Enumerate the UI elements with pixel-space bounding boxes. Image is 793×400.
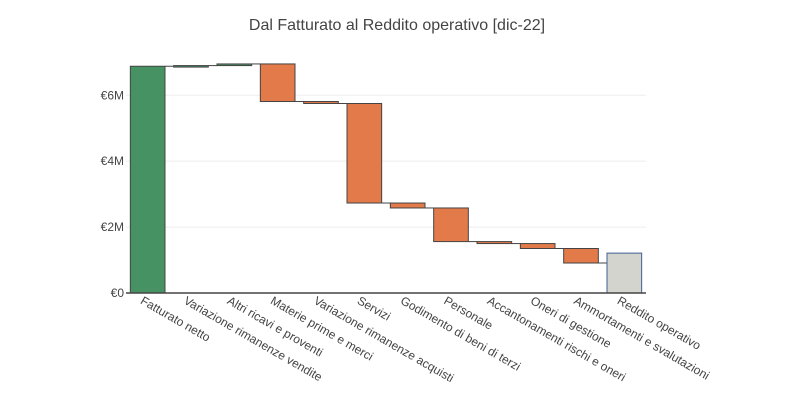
bar-variazione-rimanenze-vendite bbox=[173, 65, 209, 68]
bar-ammortamenti-e-svalutazioni bbox=[563, 248, 599, 264]
bar-godimento-di-beni-di-terzi bbox=[389, 202, 426, 209]
bar-accantonamenti-rischi-e-oneri bbox=[476, 241, 513, 245]
y-tick-label: €6M bbox=[101, 88, 124, 102]
y-tick-label: €4M bbox=[101, 154, 124, 168]
connector-lines bbox=[165, 63, 607, 264]
bar-oneri-di-gestione bbox=[519, 243, 556, 250]
bar-servizi bbox=[346, 102, 383, 204]
bar-personale bbox=[433, 207, 469, 243]
bar-altri-ricavi-e-proventi bbox=[216, 63, 253, 67]
bar-variazione-rimanenze-acquisti bbox=[303, 101, 339, 104]
gridlines bbox=[126, 94, 646, 228]
y-axis-ticks: €0 €2M €4M €6M bbox=[101, 88, 125, 300]
y-tick-label: €0 bbox=[111, 286, 125, 300]
y-tick-label: €2M bbox=[101, 220, 124, 234]
bar-reddito-operativo bbox=[606, 252, 643, 294]
bar-materie-prime-e-merci bbox=[259, 63, 296, 103]
bars bbox=[129, 63, 643, 294]
bar-fatturato-netto bbox=[129, 65, 166, 294]
chart-title: Dal Fatturato al Reddito operativo [dic-… bbox=[249, 17, 545, 34]
